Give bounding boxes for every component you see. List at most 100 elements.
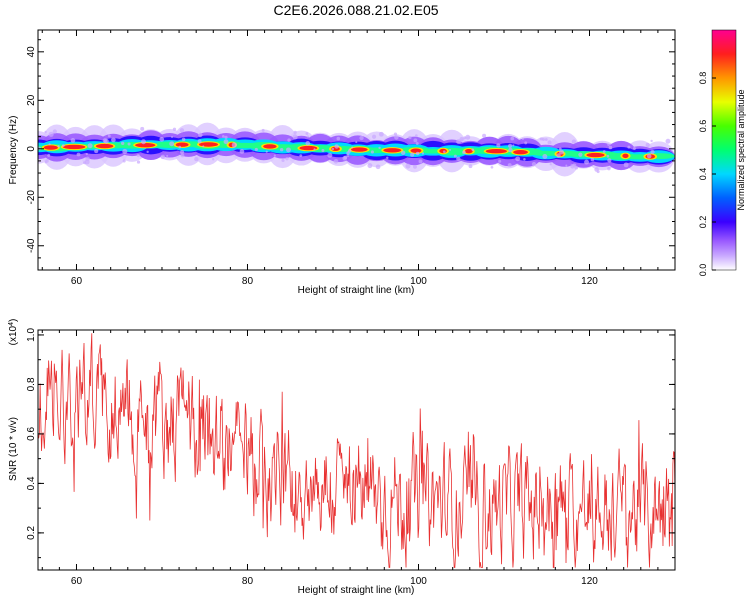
- spectrogram-speckle: [456, 156, 461, 161]
- spectrogram-speckle: [286, 147, 291, 153]
- spectrogram-speckle: [221, 134, 225, 138]
- spectrogram-speckle: [166, 154, 169, 157]
- spectrogram-speckle: [512, 144, 515, 147]
- snr-x-axis-label: Height of straight line (km): [298, 585, 415, 596]
- spectrogram-speckle: [482, 133, 487, 138]
- spectrogram-speckle: [415, 151, 420, 156]
- spectrogram-speckle: [299, 154, 303, 158]
- spectrogram-speckle: [136, 160, 141, 164]
- spectrogram-speckle: [211, 157, 215, 161]
- snr-series-line: [38, 333, 675, 568]
- spectrogram-speckle: [462, 150, 466, 155]
- spectrogram-speckle: [541, 138, 545, 142]
- spectrogram-speckle: [596, 170, 600, 174]
- snr-y-tick-label: 0.4: [26, 476, 37, 490]
- spectrogram-speckle: [413, 164, 417, 169]
- spectrogram-speckle: [556, 153, 561, 158]
- spectrogram-speckle: [202, 145, 205, 148]
- spectrogram-speckle: [334, 144, 339, 149]
- spectrogram-speckle: [394, 135, 399, 140]
- spectrogram-speckle: [627, 145, 631, 149]
- spectrogram-speckle: [607, 166, 611, 171]
- snr-y-tick-label: 1.0: [26, 328, 37, 342]
- spectrogram-peak: [299, 145, 318, 151]
- spectrogram-speckle: [449, 148, 452, 151]
- spectrogram-x-axis-label: Height of straight line (km): [298, 285, 415, 296]
- spectrogram-speckle: [490, 165, 494, 169]
- spectrogram-speckle: [292, 134, 298, 140]
- snr-y-tick-label: 0.2: [26, 525, 37, 539]
- snr-frame: [37, 329, 676, 571]
- spectrogram-speckle: [408, 135, 412, 140]
- spectrogram-speckle: [111, 137, 116, 143]
- spectrogram-speckle: [650, 149, 655, 155]
- spectrogram-speckle: [178, 145, 182, 149]
- colorbar-label: Normalized spectral amplitude: [736, 89, 746, 210]
- spectrogram-speckle: [136, 154, 140, 158]
- snr-scale-label: (x104): [8, 319, 20, 346]
- snr-axes: 60 80 100 120 1.0 0.8 0.6 0.4 0.2: [26, 328, 676, 587]
- spectrogram-speckle: [85, 153, 88, 156]
- spectrogram-y-tick-label: 0: [26, 146, 37, 152]
- spectrogram-speckle: [336, 136, 341, 141]
- spectrogram-speckle: [607, 158, 612, 163]
- spectrogram-speckle: [57, 144, 60, 148]
- spectrogram-speckle: [47, 153, 51, 157]
- spectrogram-speckle: [261, 128, 265, 132]
- spectrogram-speckle: [197, 139, 202, 144]
- spectrogram-peak: [485, 149, 507, 154]
- spectrogram-x-tick-label: 60: [71, 276, 83, 287]
- spectrogram-speckle: [496, 143, 501, 148]
- snr-x-tick-label: 60: [71, 576, 83, 587]
- spectrogram-speckle: [418, 159, 423, 164]
- spectrogram-peak: [622, 153, 629, 159]
- snr-y-tick-label: 0.8: [26, 377, 37, 391]
- spectrogram-peak: [410, 148, 422, 153]
- spectrogram-speckle: [70, 138, 76, 143]
- spectrogram-speckle: [414, 134, 418, 137]
- spectrogram-speckle: [351, 146, 354, 149]
- spectrogram-x-tick-label: 120: [581, 276, 598, 287]
- spectrogram-speckle: [442, 150, 446, 154]
- spectrogram-speckle: [44, 161, 47, 164]
- spectrogram-frame: [37, 29, 676, 271]
- colorbar-tick-label: 0.8: [698, 72, 708, 85]
- spectrogram-x-tick-label: 80: [242, 276, 254, 287]
- spectrogram-peak: [586, 152, 605, 158]
- spectrogram-speckle: [405, 163, 411, 169]
- spectrogram-speckle: [94, 149, 99, 154]
- spectrogram-speckle: [169, 141, 175, 147]
- spectrogram-speckle: [359, 135, 364, 141]
- spectrogram-speckle: [547, 140, 552, 145]
- spectrogram-y-tick-label: -40: [26, 238, 37, 253]
- spectrogram-speckle: [331, 147, 335, 151]
- spectrogram-speckle: [571, 139, 577, 144]
- spectrogram-speckle: [61, 144, 65, 148]
- spectrogram-speckle: [539, 137, 543, 141]
- spectrogram-speckle: [254, 147, 258, 152]
- spectrogram-speckle: [159, 137, 165, 142]
- spectrogram-speckle: [386, 156, 389, 160]
- spectrogram-speckle: [400, 150, 406, 155]
- spectrogram-speckle: [521, 137, 524, 141]
- colorbar-tick-label: 0.6: [698, 120, 708, 133]
- snr-y-tick-label: 0.6: [26, 427, 37, 441]
- spectrogram-speckle: [632, 147, 636, 151]
- spectrogram-speckle: [107, 134, 111, 138]
- spectrogram-speckle: [665, 138, 671, 144]
- spectrogram-speckle: [542, 154, 548, 159]
- spectrogram-speckle: [650, 139, 653, 143]
- spectrogram-peak: [43, 145, 58, 150]
- colorbar-tick-label: 0.2: [698, 216, 708, 229]
- spectrogram-heatmap: [38, 122, 675, 177]
- spectrogram-speckle: [608, 145, 613, 150]
- spectrogram-speckle: [305, 141, 311, 146]
- spectrogram-speckle: [508, 143, 513, 149]
- spectrogram-peak: [464, 149, 473, 154]
- spectrogram-speckle: [281, 158, 285, 163]
- spectrogram-speckle: [371, 134, 377, 139]
- spectrogram-speckle: [327, 152, 333, 158]
- spectrogram-speckle: [456, 139, 461, 144]
- spectrogram-speckle: [76, 152, 81, 157]
